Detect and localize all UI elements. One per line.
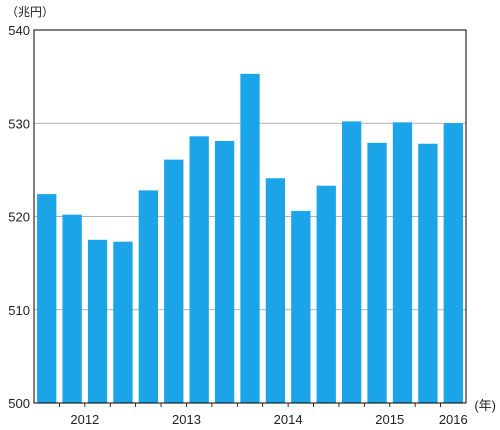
bar xyxy=(341,121,362,403)
x-axis-unit-label: (年) xyxy=(474,398,496,413)
bars xyxy=(37,73,463,403)
bar xyxy=(37,194,57,403)
y-tick-label: 540 xyxy=(8,23,30,38)
bar xyxy=(367,142,387,403)
bar xyxy=(265,178,286,403)
x-tick-label: 2013 xyxy=(172,412,201,427)
bar xyxy=(443,123,463,403)
bar xyxy=(113,241,133,403)
y-axis-unit-label: （兆円） xyxy=(6,5,54,19)
bar xyxy=(164,159,184,403)
bar xyxy=(291,210,311,403)
bar xyxy=(87,239,108,403)
bar xyxy=(240,73,260,403)
bar xyxy=(214,140,235,403)
x-tick-label: 2012 xyxy=(70,412,99,427)
x-tick-label: 2014 xyxy=(274,412,303,427)
bar xyxy=(62,214,82,403)
bar xyxy=(418,143,438,403)
bar xyxy=(189,136,209,403)
x-tick-label: 2016 xyxy=(439,412,468,427)
bar xyxy=(316,185,336,403)
bar xyxy=(392,122,413,403)
y-axis-ticks: 500 510 520 530 540 xyxy=(8,23,30,411)
y-tick-label: 510 xyxy=(8,303,30,318)
y-tick-label: 520 xyxy=(8,210,30,225)
x-tick-label: 2015 xyxy=(375,412,404,427)
plot-frame xyxy=(33,29,467,404)
y-tick-label: 500 xyxy=(8,396,30,411)
bar xyxy=(138,190,159,403)
y-tick-label: 530 xyxy=(8,116,30,131)
plot-border xyxy=(33,29,467,404)
x-axis-ticks: 2012 2013 2014 2015 2016 xyxy=(59,403,468,427)
